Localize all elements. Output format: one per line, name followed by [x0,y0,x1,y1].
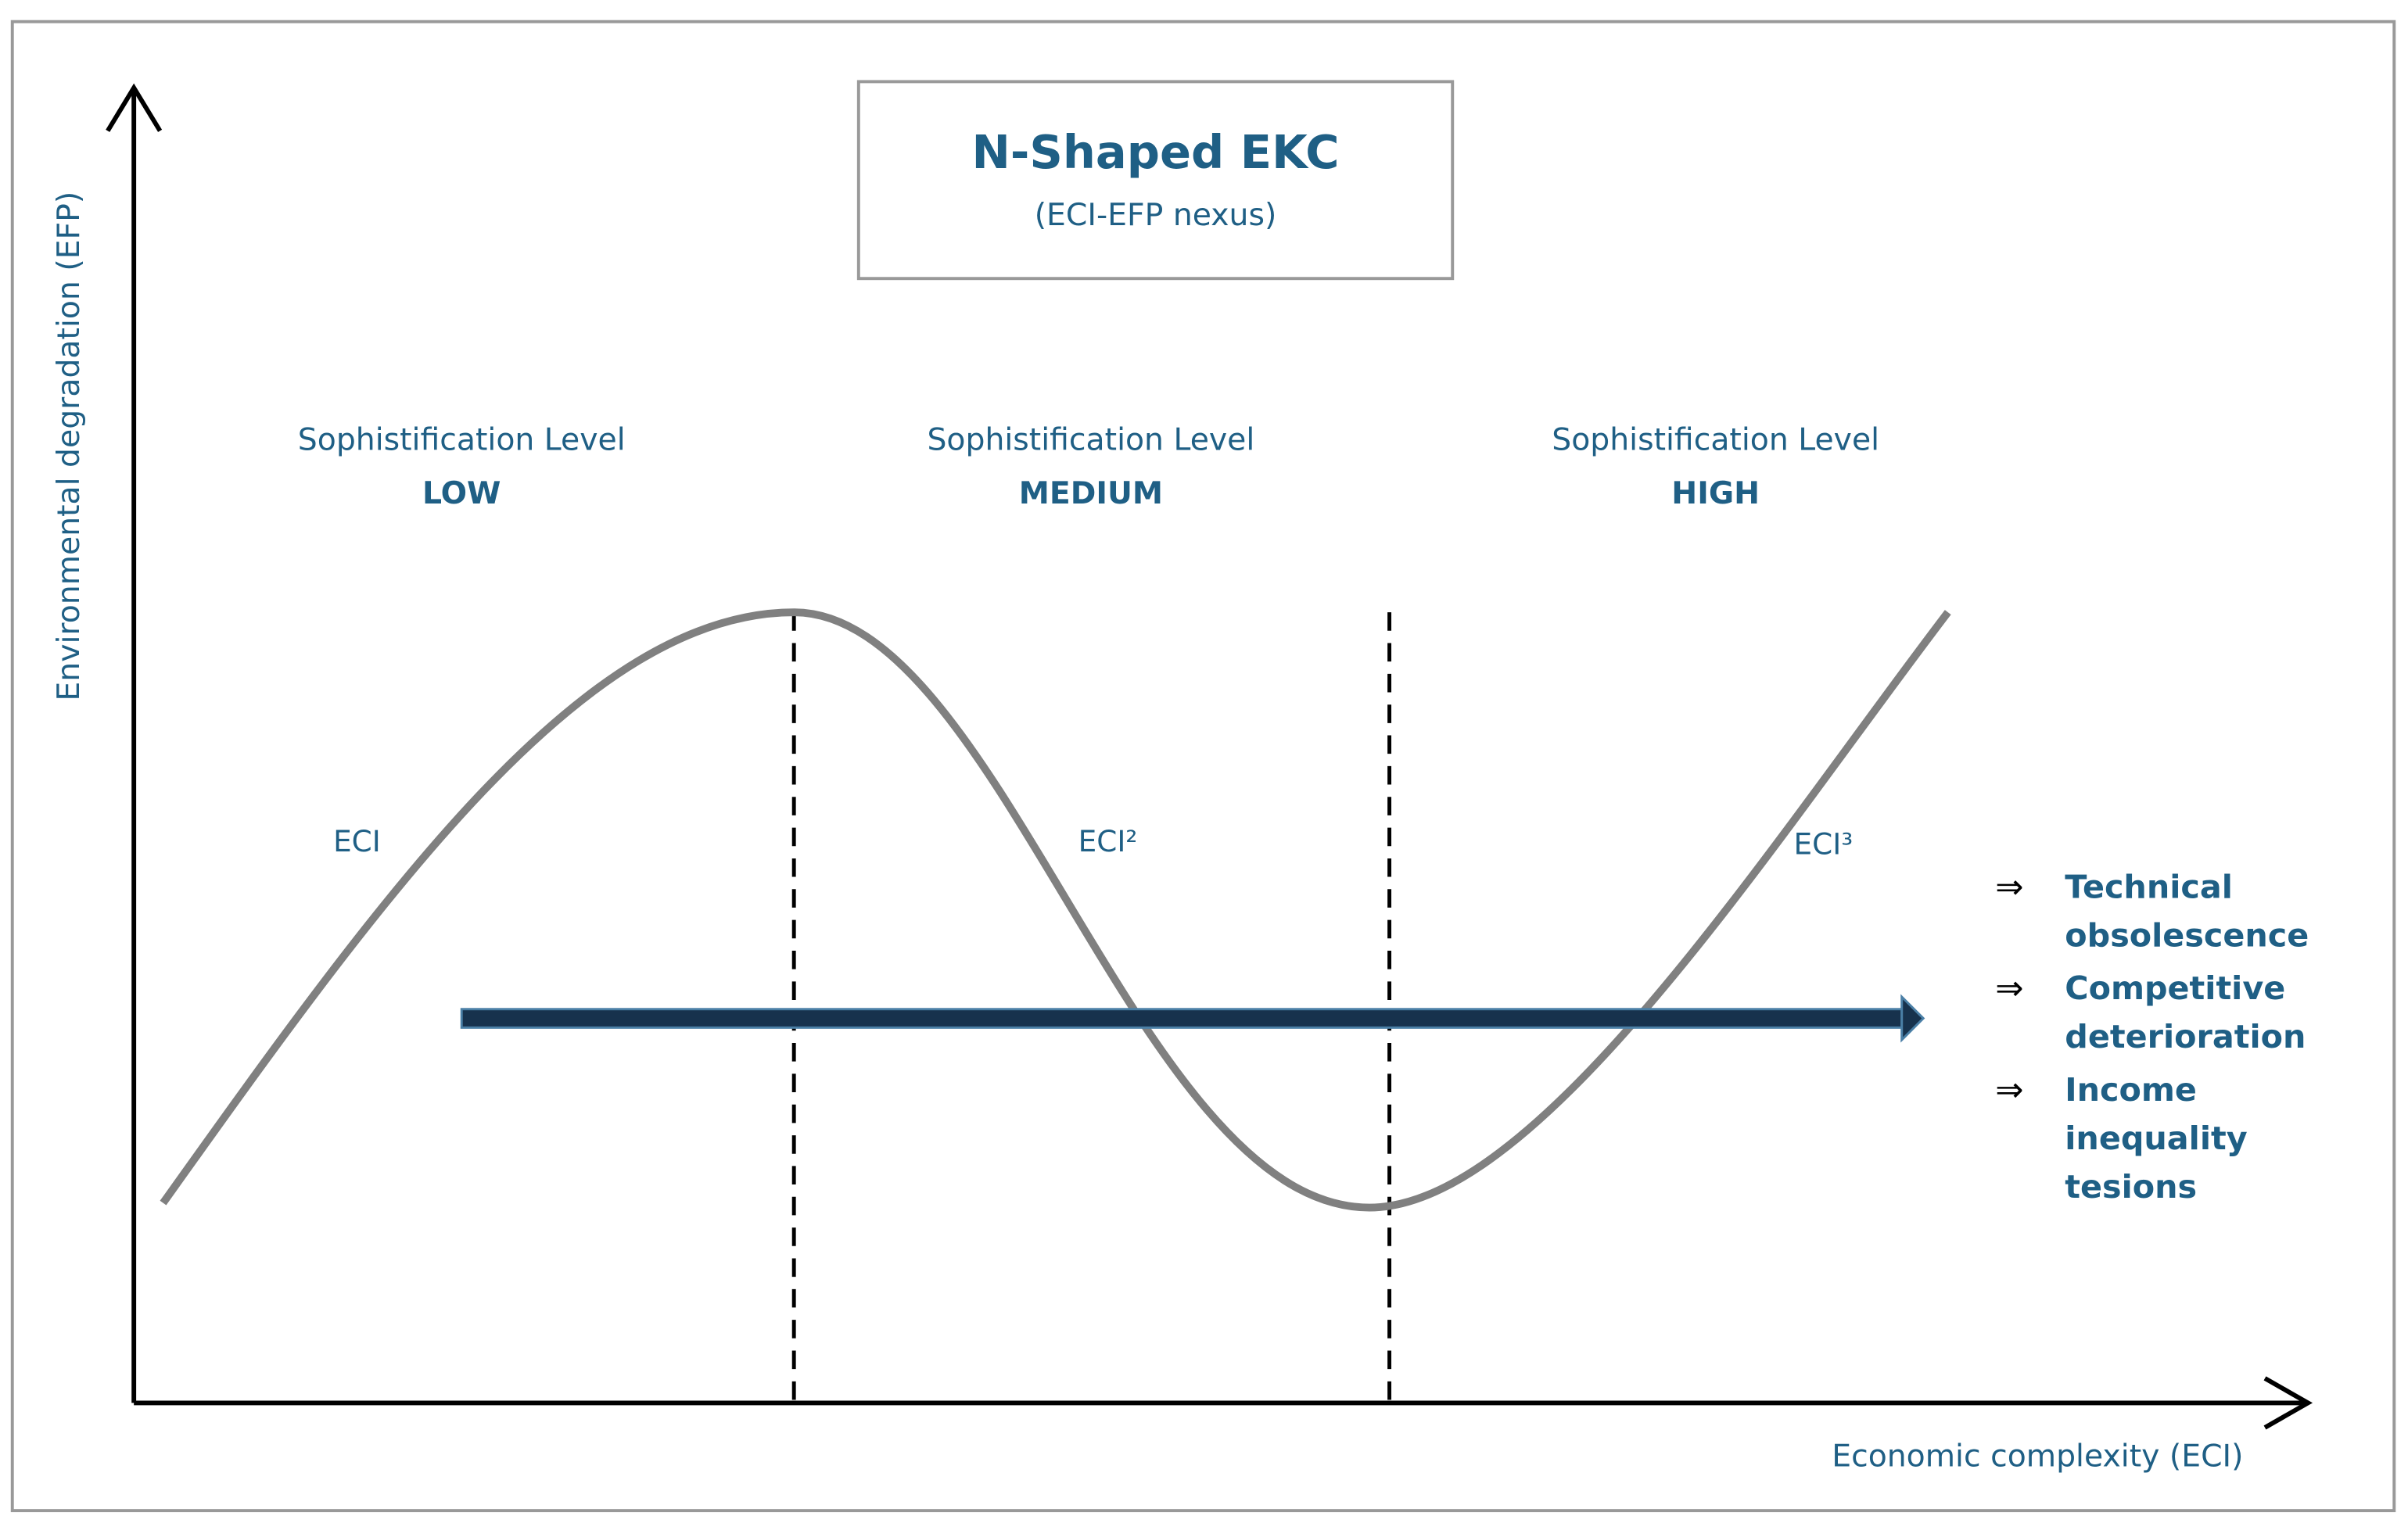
level-name: LOW [422,475,501,511]
progress-arrow [460,994,1925,1043]
consequences: ⇒ Technical obsolescence ⇒ Competitive deteri… [1995,868,2309,1206]
x-axis-arrowhead [2263,1376,2313,1430]
title-box [856,80,1455,281]
subtitle: (ECI-EFP nexus) [1035,197,1277,233]
y-axis-arrowhead [106,83,163,132]
y-axis-label: Environmental degradation (EFP) [51,192,87,701]
consequence-line: tesions [2065,1168,2197,1206]
consequence-line: Technical [2065,868,2233,905]
implies-symbol: ⇒ [1995,1070,2023,1109]
level-caption: Sophistification Level [927,421,1254,457]
implies-symbol: ⇒ [1995,969,2023,1009]
level-caption: Sophistification Level [1552,421,1879,457]
levels: Sophistification Level LOW Sophistificatio… [298,421,1879,511]
consequence-line: deterioration [2065,1018,2306,1055]
curve-labels: ECI ECI² ECI³ [333,824,1853,862]
level-name: MEDIUM [1019,475,1163,511]
dividers [791,612,1392,1403]
consequence-line: Income [2065,1071,2197,1109]
arrow-head [1900,994,1925,1043]
x-axis-label: Economic complexity (ECI) [1832,1439,2243,1475]
axes [106,83,2313,1430]
level-caption: Sophistification Level [298,421,626,457]
consequence-line: obsolescence [2065,916,2309,954]
curve-label: ECI² [1078,824,1138,858]
level-name: HIGH [1671,475,1760,511]
title: N-Shaped EKC [972,125,1340,179]
curve-label: ECI [333,824,381,858]
consequence-line: Competitive [2065,969,2285,1007]
arrow-shaft [460,1008,1904,1029]
implies-symbol: ⇒ [1995,868,2023,907]
curve-label: ECI³ [1794,827,1854,862]
consequence-line: inequality [2065,1120,2247,1157]
